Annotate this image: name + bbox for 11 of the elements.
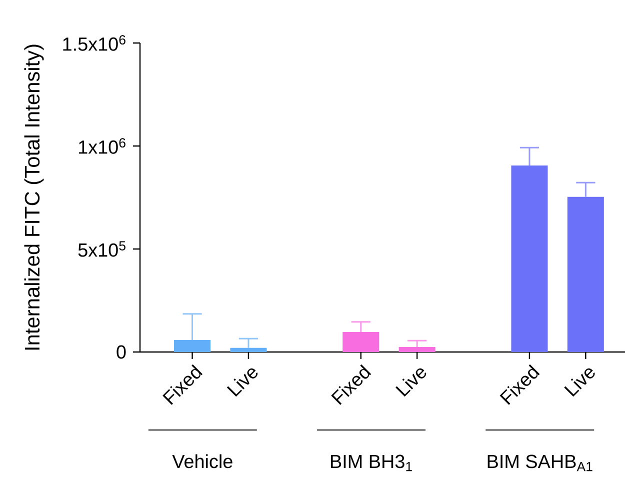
y-tick-label: 5x10$^{5}$ [78, 241, 126, 257]
y-tick-label: 1x10$^{6}$ [79, 138, 126, 154]
y-tick-label: 1.5x10$^{6}$ [63, 35, 126, 51]
x-tick-label: Live [226, 368, 258, 397]
x-tick-label: Live [564, 368, 595, 397]
text: BIM BH3$_{1}$ [331, 454, 412, 472]
text: BIM SAHB$_{A1}$ [488, 454, 592, 472]
y-axis-title: Internalized FITC (Total Intensity) [24, 44, 44, 350]
x-tick-label: Live [396, 368, 426, 397]
y-tick-label: 0 [116, 345, 126, 359]
text: Vehicle [172, 454, 232, 468]
